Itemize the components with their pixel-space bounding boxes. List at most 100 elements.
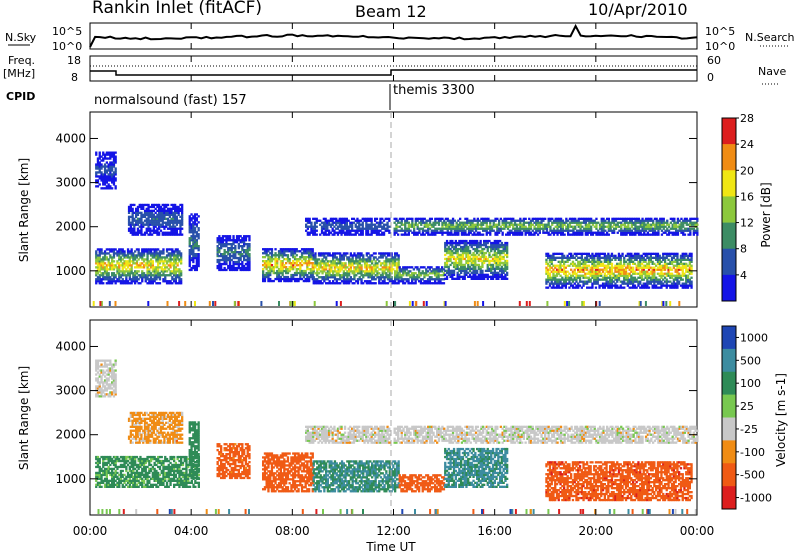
echo-cell [148, 270, 151, 273]
echo-cell [400, 219, 403, 222]
echo-cell [557, 272, 560, 275]
echo-cell [283, 252, 286, 255]
echo-cell [164, 258, 167, 261]
echo-cell [109, 248, 112, 251]
echo-cell [379, 233, 382, 236]
echo-cell [370, 229, 373, 232]
echo-cell [449, 255, 452, 259]
echo-cell [512, 219, 515, 222]
echo-cell [171, 264, 174, 267]
echo-cell [112, 248, 116, 251]
echo-cell [286, 277, 290, 281]
echo-cell [109, 179, 112, 182]
echo-cell [602, 217, 605, 220]
echo-cell [476, 239, 479, 243]
echo-cell [597, 231, 600, 234]
echo-cell [449, 269, 452, 272]
echo-cell [490, 277, 493, 280]
echo-cell [308, 256, 311, 259]
echo-cell [170, 209, 173, 212]
echo-cell [103, 179, 107, 182]
echo-cell [277, 250, 281, 253]
echo-cell [225, 241, 228, 244]
echo-cell [342, 278, 345, 281]
echo-cell [279, 254, 282, 257]
echo-cell [400, 268, 403, 271]
echo-cell [353, 262, 356, 265]
echo-cell [107, 280, 110, 283]
echo-cell [395, 268, 399, 271]
echo-cell [441, 282, 444, 285]
echo-cell [467, 261, 470, 265]
echo-cell [395, 264, 399, 267]
echo-cell [135, 211, 138, 214]
echo-cell [685, 217, 688, 220]
echo-cell [416, 223, 419, 226]
echo-cell [439, 227, 442, 230]
echo-cell [444, 223, 448, 226]
echo-cell [554, 276, 557, 279]
echo-cell [461, 275, 465, 278]
echo-cell [430, 270, 433, 273]
echo-cell [105, 272, 108, 275]
echo-cell [467, 227, 471, 230]
echo-cell [147, 207, 150, 210]
echo-cell [324, 227, 327, 230]
echo-cell [193, 229, 197, 232]
echo-cell [456, 255, 459, 259]
echo-cell [657, 223, 660, 226]
echo-cell [100, 159, 103, 162]
echo-cell [467, 257, 470, 261]
echo-cell [351, 272, 354, 275]
echo-cell [323, 256, 326, 259]
echo-cell [587, 258, 590, 261]
echo-cell [398, 221, 402, 224]
echo-cell [121, 264, 124, 267]
echo-cell [666, 219, 669, 222]
echo-cell [675, 223, 678, 226]
echo-cell [188, 239, 191, 242]
echo-cell [339, 274, 342, 277]
echo-cell [594, 282, 598, 285]
echo-cell [559, 266, 562, 269]
echo-cell [445, 269, 449, 272]
echo-cell [114, 282, 117, 285]
echo-cell [167, 252, 170, 255]
echo-cell [335, 217, 338, 220]
echo-cell [584, 272, 587, 275]
echo-cell [379, 276, 383, 279]
echo-cell [313, 227, 317, 230]
echo-cell [678, 223, 681, 226]
echo-cell [517, 227, 520, 230]
echo-cell [586, 272, 589, 275]
echo-cell [595, 231, 598, 234]
echo-cell [333, 217, 336, 220]
echo-cell [326, 278, 329, 281]
echo-cell [146, 282, 149, 285]
echo-cell [193, 247, 197, 250]
echo-cell [365, 231, 368, 234]
echo-cell [394, 274, 397, 277]
echo-cell [325, 266, 328, 269]
echo-cell [135, 215, 138, 218]
echo-cell [325, 276, 328, 279]
echo-cell [105, 171, 108, 174]
echo-cell [481, 263, 484, 267]
echo-cell [669, 231, 672, 234]
echo-cell [143, 231, 147, 234]
echo-cell [594, 252, 598, 255]
echo-cell [463, 277, 466, 280]
echo-cell [564, 274, 567, 277]
echo-cell [338, 221, 341, 224]
echo-cell [277, 271, 281, 275]
echo-cell [536, 233, 540, 236]
echo-cell [123, 264, 126, 267]
echo-cell [495, 251, 498, 255]
echo-cell [270, 258, 274, 261]
echo-cell [116, 280, 119, 283]
echo-cell [439, 270, 442, 273]
echo-cell [614, 223, 618, 226]
echo-cell [379, 221, 382, 224]
echo-cell [519, 233, 522, 236]
echo-cell [477, 267, 480, 270]
